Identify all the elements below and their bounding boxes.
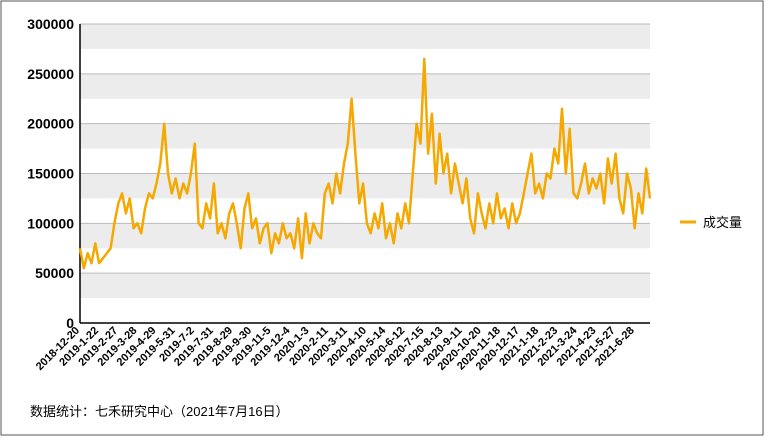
line (78, 57, 652, 270)
y-tick-label: 250000 (27, 66, 74, 82)
grid-band (80, 73, 650, 99)
legend-label: 成交量 (703, 215, 742, 230)
y-tick-label: 50000 (35, 265, 74, 281)
y-tick-label: 100000 (27, 215, 74, 231)
y-tick-label: 0 (66, 315, 74, 331)
grid-band (80, 123, 650, 149)
grid-band (80, 273, 650, 299)
y-tick-label: 150000 (27, 166, 74, 182)
y-tick-label: 200000 (27, 116, 74, 132)
note: 数据统计：七禾研究中心（2021年7月16日） (30, 404, 289, 419)
grid-band (80, 223, 650, 249)
grid-band (80, 24, 650, 49)
y-tick-label: 300000 (27, 16, 74, 32)
